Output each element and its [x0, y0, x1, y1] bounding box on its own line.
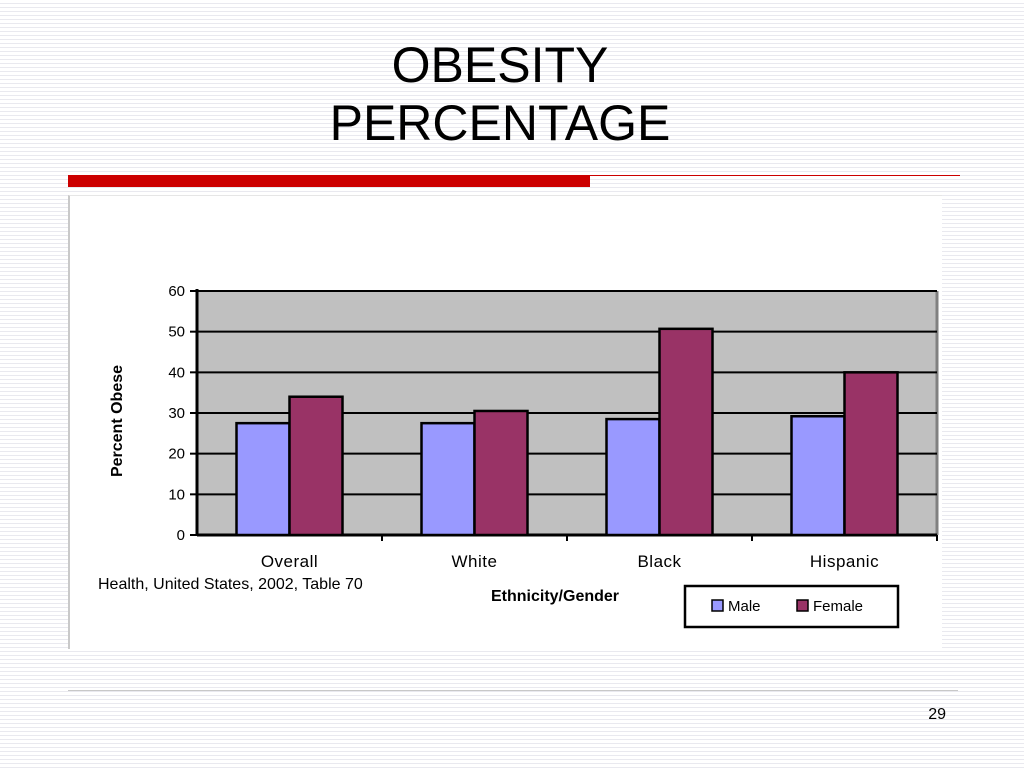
y-tick-label: 60 — [168, 283, 185, 300]
page-number: 29 — [928, 706, 946, 723]
x-tick-label: Hispanic — [810, 552, 879, 571]
y-tick-label: 30 — [168, 405, 185, 422]
legend-swatch-male — [711, 599, 724, 612]
footer-divider — [68, 690, 958, 691]
bar-hispanic-male — [790, 415, 846, 537]
y-tick-label: 0 — [177, 527, 185, 544]
bar-white-female — [473, 409, 529, 537]
y-tick-label: 40 — [168, 364, 185, 381]
slide-title: OBESITY PERCENTAGE — [0, 36, 1000, 152]
bar-overall-male — [235, 421, 291, 537]
legend-label-female: Female — [813, 598, 863, 615]
x-tick-label: Black — [637, 552, 681, 571]
bar-hispanic-female — [843, 371, 899, 537]
x-axis-label: Ethnicity/Gender — [491, 588, 619, 605]
y-tick-label: 10 — [168, 486, 185, 503]
title-underline-thin — [590, 175, 960, 176]
bar-white-male — [420, 421, 476, 537]
x-tick-label: White — [452, 552, 498, 571]
bar-overall-female — [288, 395, 344, 537]
bar-black-female — [658, 327, 714, 537]
legend-label-male: Male — [728, 598, 761, 615]
title-underline-accent — [68, 175, 590, 187]
slide-title-line-1: OBESITY — [391, 37, 609, 93]
y-axis-label: Percent Obese — [109, 365, 126, 477]
x-tick-label: Overall — [261, 552, 318, 571]
bar-chart: 0 10 20 30 40 50 60 Overall White Black Hispanic Pe… — [98, 283, 939, 629]
legend-swatch-female — [796, 599, 809, 612]
slide-title-line-2: PERCENTAGE — [329, 95, 671, 151]
y-tick-label: 50 — [168, 324, 185, 341]
chart-panel: 0 10 20 30 40 50 60 Overall White Black Hispanic Pe… — [68, 195, 942, 649]
y-tick-label: 20 — [168, 446, 185, 463]
source-note: Health, United States, 2002, Table 70 — [98, 576, 363, 593]
bar-black-male — [605, 417, 661, 537]
